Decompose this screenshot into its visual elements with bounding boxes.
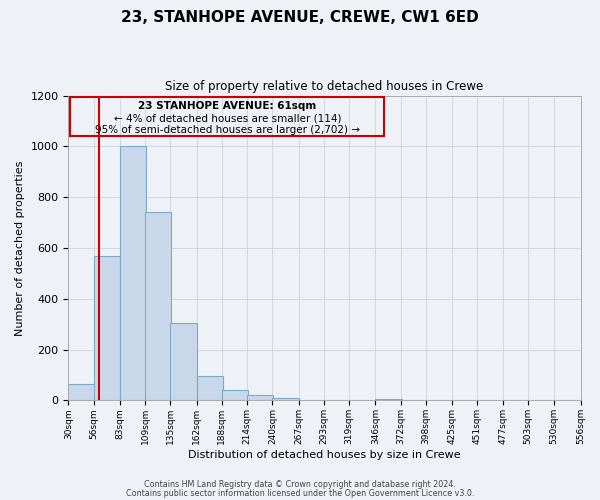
Text: Contains HM Land Registry data © Crown copyright and database right 2024.: Contains HM Land Registry data © Crown c…	[144, 480, 456, 489]
X-axis label: Distribution of detached houses by size in Crewe: Distribution of detached houses by size …	[188, 450, 461, 460]
Title: Size of property relative to detached houses in Crewe: Size of property relative to detached ho…	[166, 80, 484, 93]
Y-axis label: Number of detached properties: Number of detached properties	[15, 160, 25, 336]
Bar	[94, 256, 120, 400]
Text: 95% of semi-detached houses are larger (2,702) →: 95% of semi-detached houses are larger (…	[95, 125, 360, 135]
Bar	[376, 399, 402, 400]
Bar	[70, 97, 384, 136]
Text: 23, STANHOPE AVENUE, CREWE, CW1 6ED: 23, STANHOPE AVENUE, CREWE, CW1 6ED	[121, 10, 479, 25]
Bar	[197, 376, 223, 400]
Bar	[120, 146, 146, 400]
Bar	[247, 396, 274, 400]
Text: Contains public sector information licensed under the Open Government Licence v3: Contains public sector information licen…	[126, 489, 474, 498]
Bar	[272, 398, 299, 400]
Text: ← 4% of detached houses are smaller (114): ← 4% of detached houses are smaller (114…	[113, 114, 341, 124]
Bar	[170, 323, 197, 400]
Bar	[68, 384, 95, 400]
Bar	[222, 390, 248, 400]
Bar	[145, 212, 172, 400]
Text: 23 STANHOPE AVENUE: 61sqm: 23 STANHOPE AVENUE: 61sqm	[138, 102, 316, 112]
